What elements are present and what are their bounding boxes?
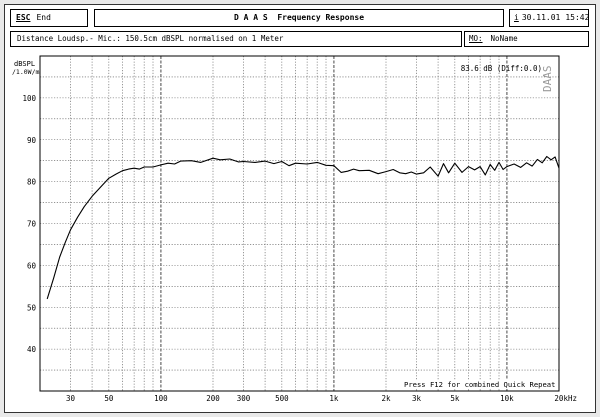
daas-watermark: DAAS bbox=[541, 66, 554, 93]
y-tick-label: 100 bbox=[22, 94, 36, 103]
y-axis-label-line2: /1.0W/m bbox=[12, 68, 39, 76]
x-tick-label: 3k bbox=[412, 394, 422, 403]
title-bar: D A A S Frequency Response bbox=[94, 9, 504, 27]
footer-bg bbox=[402, 380, 558, 389]
mo-label: MO: bbox=[469, 34, 483, 44]
page-title: D A A S Frequency Response bbox=[233, 13, 365, 22]
x-tick-label: 10k bbox=[500, 394, 514, 403]
grid bbox=[40, 56, 559, 391]
x-tick-label: 2k bbox=[381, 394, 391, 403]
measurement-info: Distance Loudsp.- Mic.: 150.5cm dBSPL no… bbox=[10, 31, 462, 47]
x-tick-label: 50 bbox=[104, 394, 114, 403]
esc-key-label: ESC bbox=[16, 13, 31, 22]
x-tick-label: 100 bbox=[154, 394, 168, 403]
x-tick-label: 500 bbox=[275, 394, 289, 403]
mo-box[interactable]: MO: NoName bbox=[464, 31, 589, 47]
x-tick-label: 300 bbox=[237, 394, 251, 403]
y-tick-label: 40 bbox=[27, 345, 37, 354]
series-layer bbox=[46, 155, 560, 300]
info-icon: i bbox=[514, 13, 519, 22]
end-label: End bbox=[36, 13, 51, 22]
y-tick-label: 50 bbox=[27, 303, 37, 312]
y-tick-label: 90 bbox=[27, 136, 37, 145]
measurement-info-text: Distance Loudsp.- Mic.: 150.5cm dBSPL no… bbox=[17, 34, 284, 44]
time-label: 15:42 bbox=[565, 13, 590, 22]
esc-end-button[interactable]: ESC End bbox=[10, 9, 88, 27]
date-label: 30.11.01 bbox=[521, 13, 561, 22]
x-tick-label: 5k bbox=[450, 394, 460, 403]
y-tick-label: 60 bbox=[27, 261, 37, 270]
x-ticks: 30 50 100 200 300 500 1k 2k 3k 5k 10k 20kHz bbox=[66, 394, 577, 403]
window-frame bbox=[4, 4, 596, 413]
mo-value: NoName bbox=[490, 34, 518, 44]
footer-hint: Press F12 for combined Quick Repeat bbox=[404, 380, 555, 389]
date-time-box: i 30.11.01 15:42 bbox=[509, 9, 589, 27]
x-tick-label: 20kHz bbox=[554, 394, 577, 403]
x-tick-label: 1k bbox=[329, 394, 339, 403]
y-tick-label: 70 bbox=[27, 220, 37, 229]
plot-border bbox=[39, 55, 560, 392]
y-ticks: 40 50 60 70 80 90 100 bbox=[22, 94, 36, 354]
response-curve bbox=[46, 155, 560, 300]
x-tick-label: 30 bbox=[66, 394, 76, 403]
level-readout: 83.6 dB (Diff:0.0) bbox=[461, 64, 542, 73]
x-tick-label: 200 bbox=[206, 394, 220, 403]
y-axis-label-line1: dBSPL bbox=[14, 60, 35, 68]
y-tick-label: 80 bbox=[27, 178, 37, 187]
